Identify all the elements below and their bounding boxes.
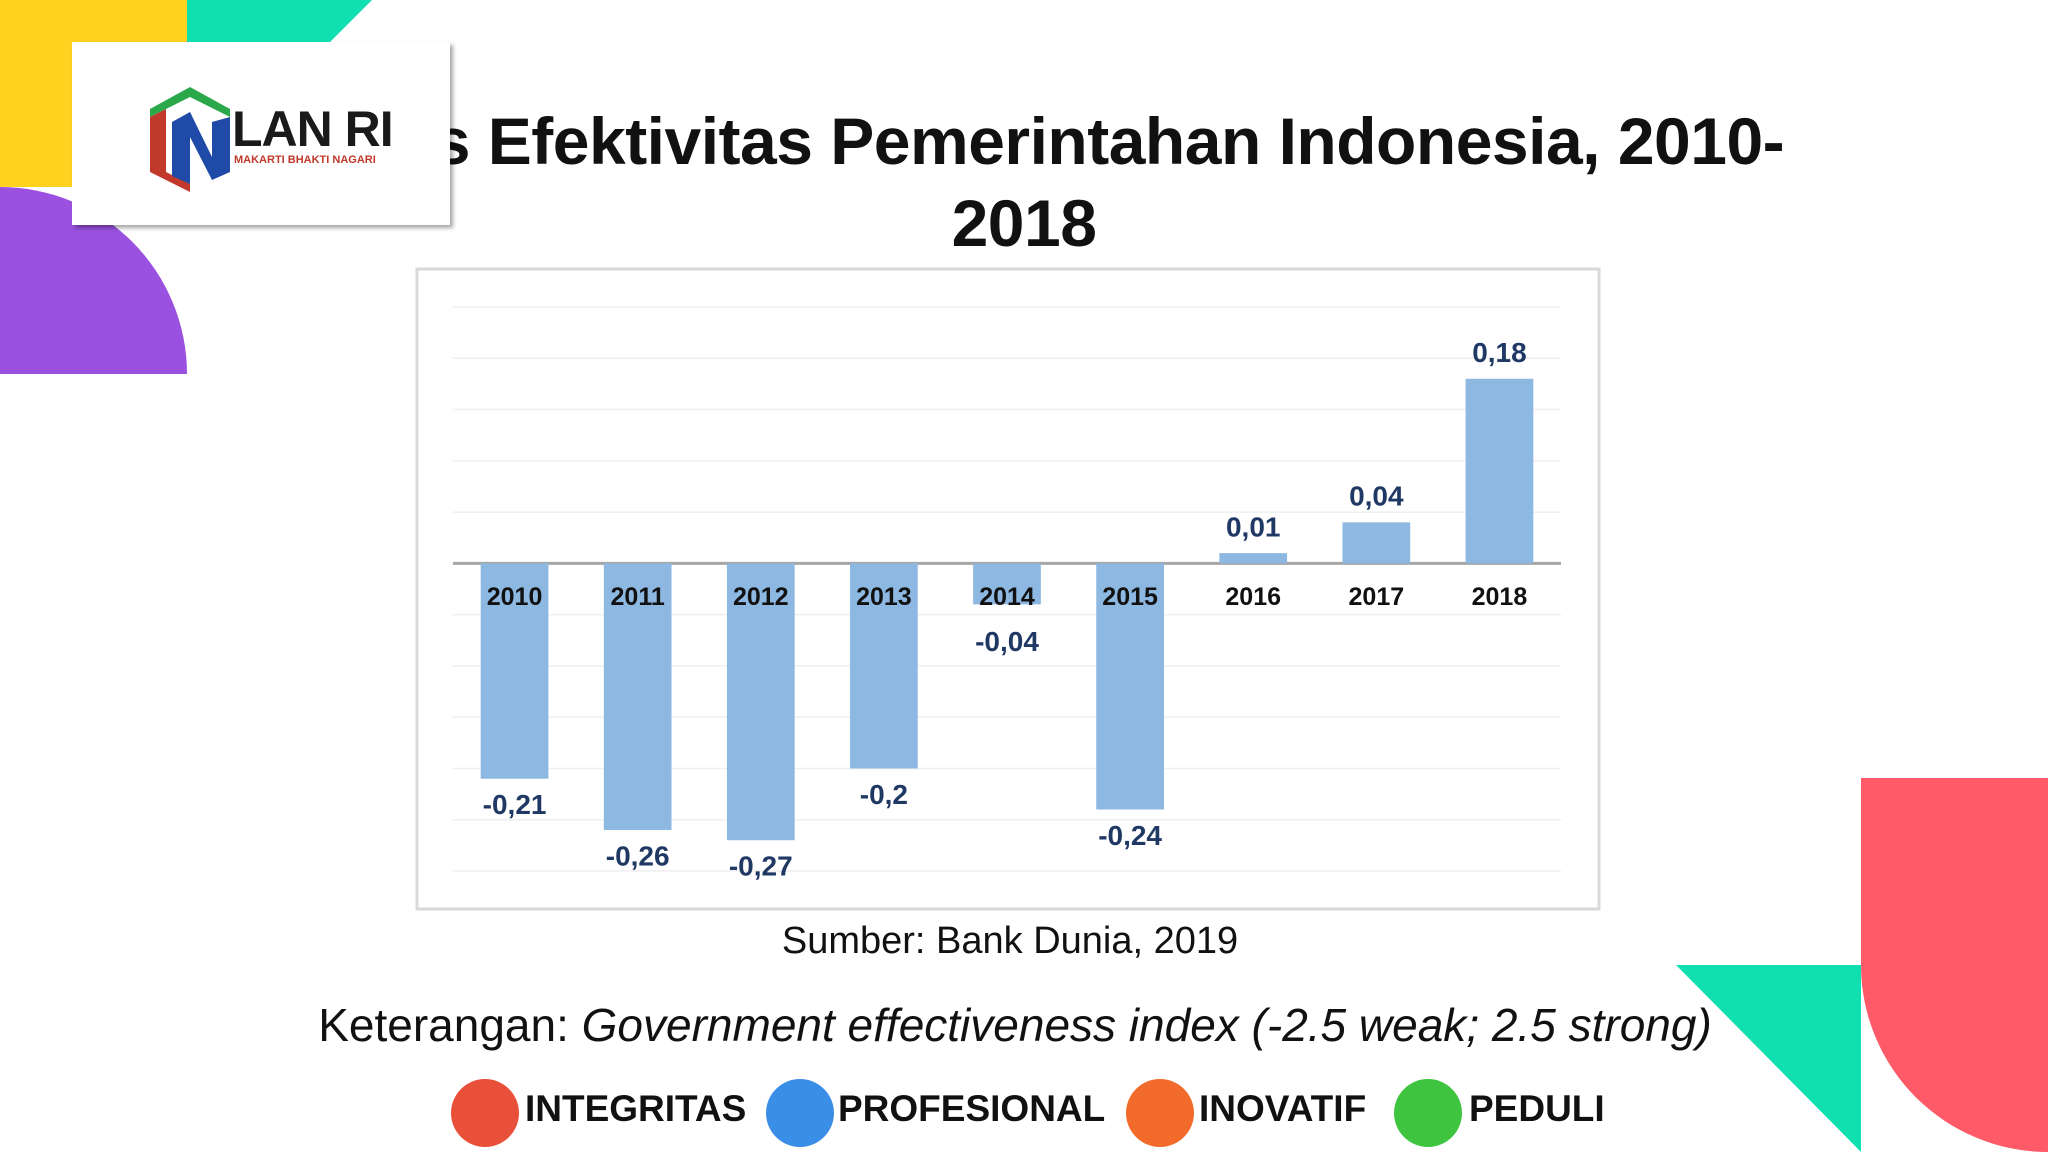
bar xyxy=(850,563,918,769)
logo: LAN RI MAKARTI BHAKTI NAGARI xyxy=(72,42,450,225)
x-tick-label: 2011 xyxy=(611,583,665,611)
data-label: 0,04 xyxy=(1349,481,1404,512)
bar xyxy=(726,563,795,841)
x-tick-label: 2012 xyxy=(733,583,789,611)
x-tick-label: 2017 xyxy=(1349,583,1405,611)
teal-shape xyxy=(187,0,372,42)
bar xyxy=(1465,378,1534,564)
value-label: PEDULI xyxy=(1469,1088,1605,1129)
source-note: Sumber: Bank Dunia, 2019 xyxy=(781,920,1239,962)
data-label: 0,18 xyxy=(1472,337,1527,368)
value-label: INOVATIF xyxy=(1199,1088,1367,1129)
red-block xyxy=(1861,778,2048,965)
bar xyxy=(603,563,672,830)
teal-triangle xyxy=(1676,965,1861,1152)
data-label: -0,24 xyxy=(1098,820,1162,851)
bar xyxy=(1219,553,1288,564)
explanation: Keterangan: Government effectiveness ind… xyxy=(0,998,2030,1052)
bar xyxy=(480,563,549,779)
data-label: -0,04 xyxy=(975,626,1039,657)
bar xyxy=(1096,563,1164,810)
x-tick-label: 2018 xyxy=(1472,583,1528,611)
data-label: -0,26 xyxy=(606,840,670,871)
x-tick-label: 2014 xyxy=(979,583,1035,611)
x-tick-label: 2013 xyxy=(856,583,912,611)
note-text: Government effectiveness index (-2.5 wea… xyxy=(581,999,1712,1051)
data-label: -0,27 xyxy=(729,851,793,882)
slide-title: Indeks Efektivitas Pemerintahan Indonesi… xyxy=(263,104,1785,260)
value-label: PROFESIONAL xyxy=(838,1088,1106,1129)
data-label: -0,2 xyxy=(860,779,908,810)
x-tick-label: 2016 xyxy=(1225,583,1281,611)
value-label: INTEGRITAS xyxy=(525,1088,747,1129)
x-tick-label: 2015 xyxy=(1102,583,1158,611)
logo-icon xyxy=(150,87,230,192)
logo-name: LAN RI xyxy=(232,101,394,157)
purple-shape xyxy=(0,187,187,374)
logo-tagline: MAKARTI BHAKTI NAGARI xyxy=(234,154,376,166)
red-quarter xyxy=(1861,965,2048,1152)
bar xyxy=(973,563,1041,605)
x-tick-label: 2010 xyxy=(487,583,543,611)
bar xyxy=(1342,522,1411,564)
data-label: 0,01 xyxy=(1226,511,1281,542)
data-label: -0,21 xyxy=(483,789,547,820)
note-label: Keterangan: xyxy=(318,999,569,1051)
